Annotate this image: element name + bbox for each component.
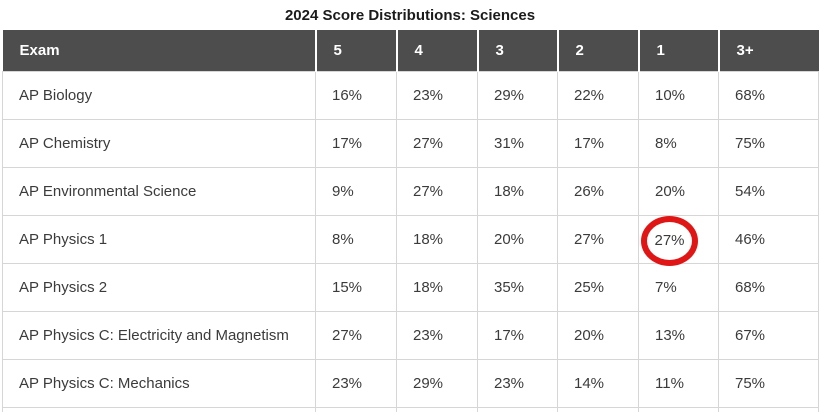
header-cell-score-3: 3 [476, 30, 558, 72]
score-value-cell: 23% [396, 71, 478, 120]
score-value-cell: 27% [557, 215, 639, 264]
score-value-cell: 9% [315, 167, 397, 216]
score-value-cell: 20% [557, 311, 639, 360]
score-value-cell: 17% [477, 311, 558, 360]
score-distribution-table: Exam 5 4 3 2 1 3+ AP Biology 16% 23% 29% 22%… [2, 30, 819, 412]
score-value-cell: 18% [396, 263, 478, 312]
score-value-cell: 68% [718, 71, 819, 120]
score-value-cell: 13% [638, 311, 719, 360]
score-value-cell: 8% [315, 215, 397, 264]
header-cell-score-1: 1 [637, 30, 719, 72]
score-value-cell: 10% [638, 71, 719, 120]
header-cell-score-4: 4 [395, 30, 478, 72]
header-row: Exam 5 4 3 2 1 3+ [2, 30, 819, 72]
partial-cell [557, 407, 639, 412]
score-value-cell: 16% [315, 71, 397, 120]
score-value-cell: 18% [477, 167, 558, 216]
partial-cell [396, 407, 478, 412]
table-row: AP Physics 2 15% 18% 35% 25% 7% 68% [2, 263, 819, 312]
score-value-cell: 17% [557, 119, 639, 168]
score-value-cell: 7% [638, 263, 719, 312]
score-value-cell: 75% [718, 359, 819, 408]
partial-cell [315, 407, 397, 412]
table-row: AP Environmental Science 9% 27% 18% 26% 20% 54… [2, 167, 819, 216]
header-cell-exam: Exam [2, 30, 316, 72]
score-value-cell: 27% [396, 167, 478, 216]
table-body: AP Biology 16% 23% 29% 22% 10% 68% AP Chemistry… [2, 71, 819, 412]
score-value-cell: 22% [557, 71, 639, 120]
table-row: AP Physics 1 8% 18% 20% 27% 27% 46% [2, 215, 819, 266]
score-value-cell: 68% [718, 263, 819, 312]
score-value-cell: 27% [638, 215, 719, 266]
table-row: AP Physics C: Electricity and Magnetism 2… [2, 311, 819, 360]
score-value-cell: 31% [477, 119, 558, 168]
header-cell-score-3plus: 3+ [717, 30, 819, 72]
score-value-cell: 27% [315, 311, 397, 360]
exam-name-cell: AP Environmental Science [2, 167, 316, 216]
partial-cell [2, 407, 316, 412]
score-value-cell: 26% [557, 167, 639, 216]
score-value-cell: 23% [315, 359, 397, 408]
page-title: 2024 Score Distributions: Sciences [284, 7, 536, 24]
score-value-cell: 8% [638, 119, 719, 168]
score-value-cell: 25% [557, 263, 639, 312]
score-value-cell: 75% [718, 119, 819, 168]
score-value-cell: 54% [718, 167, 819, 216]
score-value-cell: 27% [396, 119, 478, 168]
score-value-cell: 14% [557, 359, 639, 408]
partial-cutoff-row [2, 407, 819, 412]
partial-cell [477, 407, 558, 412]
exam-name-cell: AP Physics 1 [2, 215, 316, 264]
score-value-cell: 29% [396, 359, 478, 408]
table-row: AP Chemistry 17% 27% 31% 17% 8% 75% [2, 119, 819, 168]
header-cell-score-5: 5 [314, 30, 397, 72]
exam-name-cell: AP Chemistry [2, 119, 316, 168]
score-value-cell: 46% [718, 215, 819, 264]
score-value-cell: 20% [477, 215, 558, 264]
score-value-cell: 18% [396, 215, 478, 264]
red-circle-annotation: 27% [641, 215, 698, 266]
score-value-cell: 11% [638, 359, 719, 408]
partial-cell [638, 407, 719, 412]
table-row: AP Biology 16% 23% 29% 22% 10% 68% [2, 71, 819, 120]
exam-name-cell: AP Physics C: Electricity and Magnetism [2, 311, 316, 360]
score-value-cell: 35% [477, 263, 558, 312]
exam-name-cell: AP Physics 2 [2, 263, 316, 312]
partial-cell [718, 407, 819, 412]
score-value-cell: 15% [315, 263, 397, 312]
score-value-cell: 67% [718, 311, 819, 360]
score-value-cell: 29% [477, 71, 558, 120]
score-value-cell: 17% [315, 119, 397, 168]
exam-name-cell: AP Physics C: Mechanics [2, 359, 316, 408]
exam-name-cell: AP Biology [2, 71, 316, 120]
score-value-cell: 23% [396, 311, 478, 360]
score-value-cell: 20% [638, 167, 719, 216]
score-value-cell: 23% [477, 359, 558, 408]
header-cell-score-2: 2 [556, 30, 639, 72]
table-header: Exam 5 4 3 2 1 3+ [2, 30, 819, 72]
table-row: AP Physics C: Mechanics 23% 29% 23% 14% 11% 75… [2, 359, 819, 408]
